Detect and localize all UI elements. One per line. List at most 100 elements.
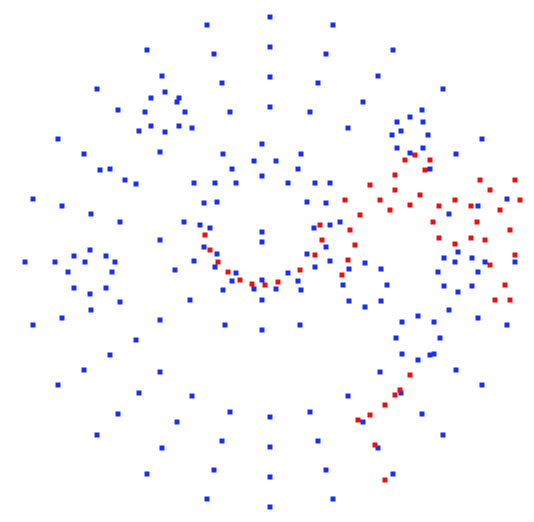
point: [512, 177, 518, 183]
point: [455, 249, 461, 255]
point: [327, 258, 333, 264]
point: [504, 322, 510, 328]
point: [159, 73, 165, 79]
point: [181, 219, 187, 225]
point: [360, 419, 366, 425]
point: [136, 390, 142, 396]
point: [441, 255, 447, 261]
point: [315, 438, 321, 444]
point: [55, 382, 61, 388]
point: [275, 279, 281, 285]
point: [176, 95, 182, 101]
point: [339, 272, 345, 278]
point: [367, 182, 373, 188]
point: [311, 225, 317, 231]
point: [389, 132, 395, 138]
point: [431, 319, 437, 325]
point: [251, 286, 257, 292]
point: [22, 259, 28, 265]
point: [346, 298, 352, 304]
point: [115, 107, 121, 113]
point: [452, 197, 458, 203]
point: [377, 197, 383, 203]
point: [427, 157, 433, 163]
point: [298, 151, 304, 157]
point: [382, 402, 388, 408]
point: [427, 166, 433, 172]
point: [174, 99, 180, 105]
point: [474, 219, 480, 225]
point: [323, 467, 329, 473]
point: [512, 259, 518, 265]
point: [345, 393, 351, 399]
point: [492, 297, 498, 303]
point: [267, 14, 273, 20]
point: [469, 283, 475, 289]
point: [117, 299, 123, 305]
point: [452, 241, 458, 247]
point: [346, 266, 352, 272]
point: [112, 259, 118, 265]
point: [487, 262, 493, 268]
point: [312, 180, 318, 186]
point: [512, 252, 518, 258]
point: [211, 51, 217, 57]
point: [330, 496, 336, 502]
point: [362, 260, 368, 266]
point: [219, 80, 225, 86]
point: [407, 372, 413, 378]
point: [384, 282, 390, 288]
point: [315, 80, 321, 86]
point: [259, 141, 265, 147]
point: [267, 444, 273, 450]
point: [204, 496, 210, 502]
point: [107, 166, 113, 172]
point: [157, 237, 163, 243]
point: [437, 335, 443, 341]
point: [220, 151, 226, 157]
point: [425, 132, 431, 138]
point: [323, 200, 329, 206]
point: [148, 123, 154, 129]
point: [297, 322, 303, 328]
point: [227, 109, 233, 115]
point: [419, 107, 425, 113]
point: [162, 89, 168, 95]
point: [59, 203, 65, 209]
point: [87, 247, 93, 253]
point: [55, 136, 61, 142]
point: [342, 197, 348, 203]
point: [295, 166, 301, 172]
point: [52, 259, 58, 265]
point: [259, 277, 265, 283]
point: [262, 282, 268, 288]
point: [482, 259, 488, 265]
point: [267, 414, 273, 420]
point: [220, 287, 226, 293]
point: [133, 337, 139, 343]
point: [148, 95, 154, 101]
point: [189, 125, 195, 131]
point: [136, 128, 142, 134]
point: [419, 411, 425, 417]
point: [212, 264, 218, 270]
point: [307, 109, 313, 115]
point: [103, 253, 109, 259]
point: [204, 22, 210, 28]
point: [267, 104, 273, 110]
point: [214, 251, 220, 257]
point: [430, 219, 436, 225]
point: [422, 167, 428, 173]
point: [251, 158, 257, 164]
point: [122, 177, 128, 183]
point: [441, 283, 447, 289]
point: [377, 369, 383, 375]
point: [475, 203, 481, 209]
point: [517, 197, 523, 203]
point: [420, 119, 426, 125]
point: [297, 267, 303, 273]
point: [259, 327, 265, 333]
point: [103, 285, 109, 291]
point: [312, 252, 318, 258]
